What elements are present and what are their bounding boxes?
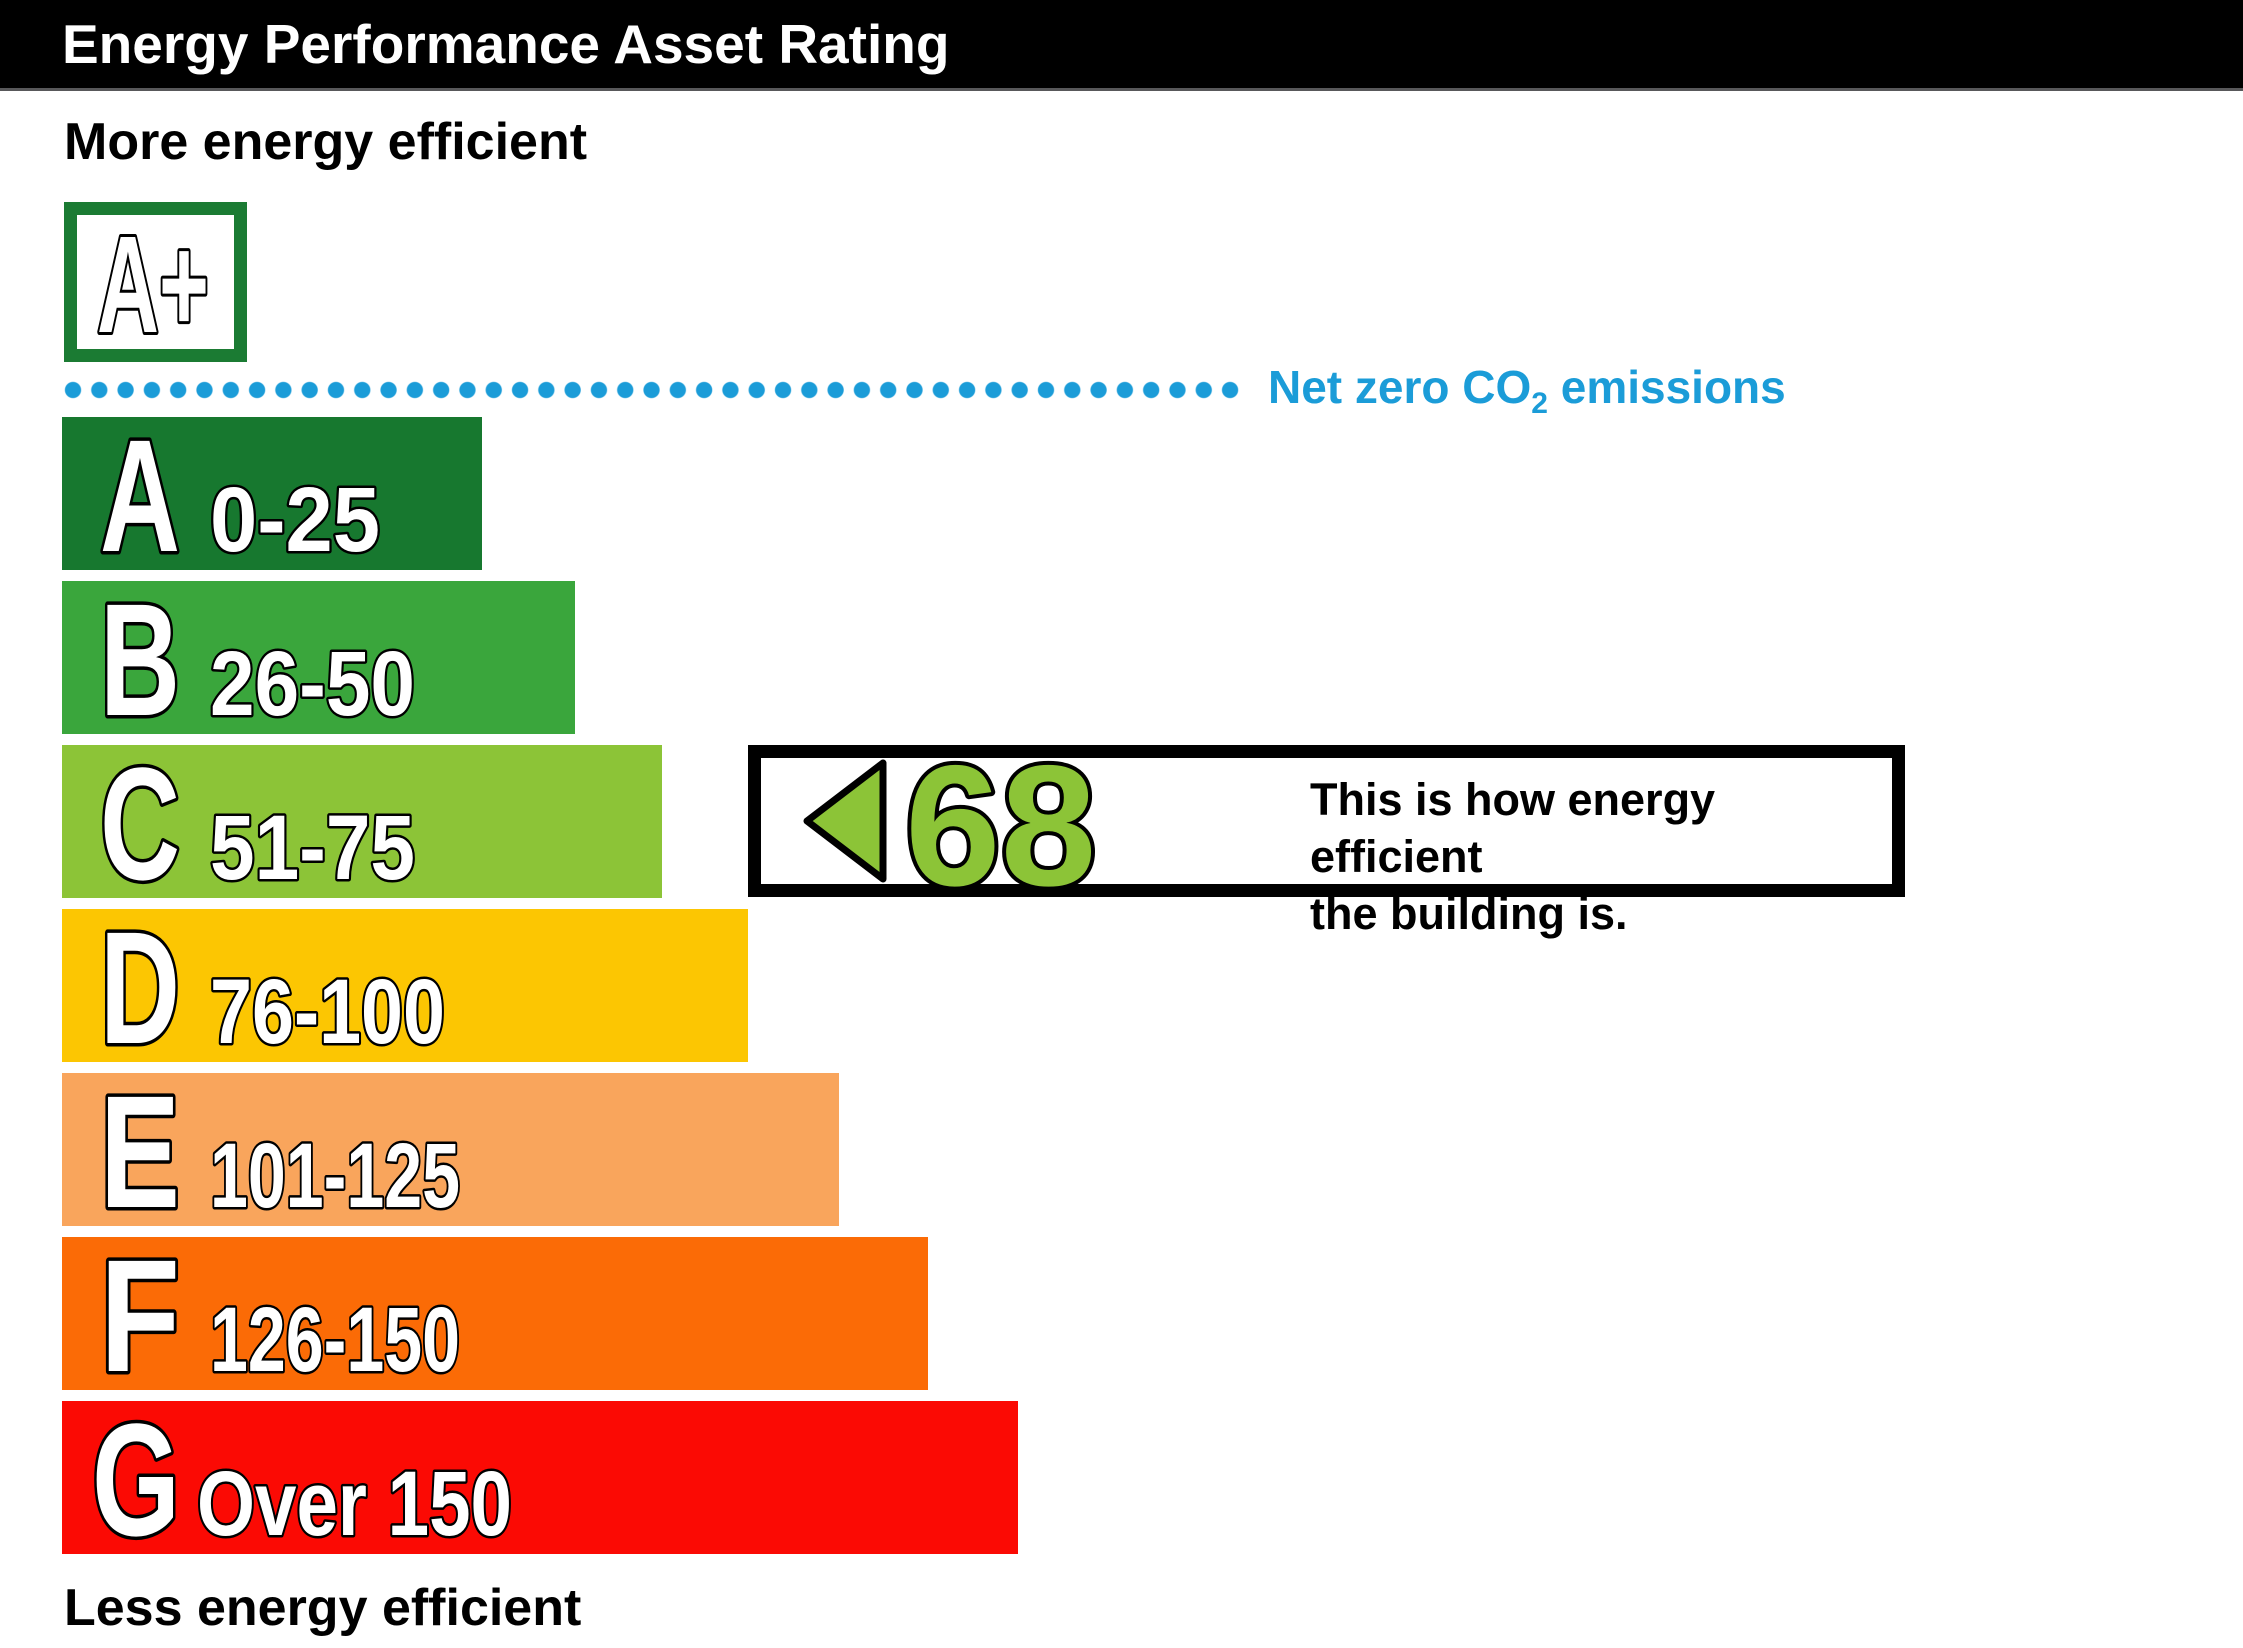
net-zero-dotted-line-icon (64, 381, 1246, 399)
band-g-text: G Over 150 (89, 1387, 515, 1573)
band-d-bar: D 76-100 (62, 895, 748, 1081)
band-e-letter: E (100, 1062, 180, 1241)
band-c-range: 51-75 (210, 797, 415, 899)
rating-caption: This is how energy efficient the buildin… (1310, 771, 1892, 942)
band-g-range: Over 150 (197, 1453, 512, 1555)
band-f-letter: F (100, 1226, 180, 1405)
rating-caption-line1: This is how energy efficient (1310, 774, 1716, 882)
band-b-range: 26-50 (210, 633, 415, 735)
net-zero-text-start: Net zero CO (1268, 361, 1532, 413)
band-f-text: F 126-150 (97, 1223, 463, 1409)
band-d-text: D 76-100 (97, 895, 448, 1081)
band-e-range: 101-125 (210, 1125, 460, 1227)
rating-caption-line2: the building is. (1310, 888, 1628, 939)
band-a-plus: A+ (64, 202, 247, 365)
band-c-letter: C (100, 734, 180, 913)
less-efficient-label: Less energy efficient (64, 1579, 582, 1637)
band-e-bar: E 101-125 (62, 1059, 839, 1245)
band-a-text: A 0-25 (97, 403, 383, 589)
band-f-range: 126-150 (210, 1289, 460, 1391)
band-d-letter: D (100, 898, 180, 1077)
band-b-text: B 26-50 (97, 567, 418, 753)
left-arrow-icon (803, 759, 887, 883)
band-b-bar: B 26-50 (62, 567, 575, 753)
band-e-text: E 101-125 (97, 1059, 463, 1245)
rating-indicator-box: 68 This is how energy efficient the buil… (748, 726, 1905, 939)
band-g-letter: G (92, 1390, 180, 1569)
net-zero-text-end: emissions (1547, 361, 1786, 413)
rating-value: 68 (905, 730, 1096, 922)
band-a-range: 0-25 (210, 469, 380, 571)
rating-pointer-graphic: 68 (803, 726, 1100, 926)
band-d-range: 76-100 (210, 961, 445, 1063)
band-a-letter: A (100, 406, 180, 585)
band-b-letter: B (100, 570, 180, 749)
a-plus-label: A+ (97, 208, 209, 362)
band-g-bar: G Over 150 (62, 1387, 1018, 1573)
band-c-bar: C 51-75 (62, 731, 662, 917)
band-c-text: C 51-75 (97, 731, 418, 917)
page-title: Energy Performance Asset Rating (62, 13, 950, 75)
more-efficient-label: More energy efficient (64, 113, 588, 171)
net-zero-label: Net zero CO2 emissions (1268, 361, 1786, 419)
a-plus-letters: A+ (94, 205, 212, 365)
net-zero-subscript: 2 (1531, 387, 1548, 421)
band-f-bar: F 126-150 (62, 1223, 928, 1409)
header-bar: Energy Performance Asset Rating (0, 0, 2243, 91)
band-a-bar: A 0-25 (62, 403, 482, 589)
